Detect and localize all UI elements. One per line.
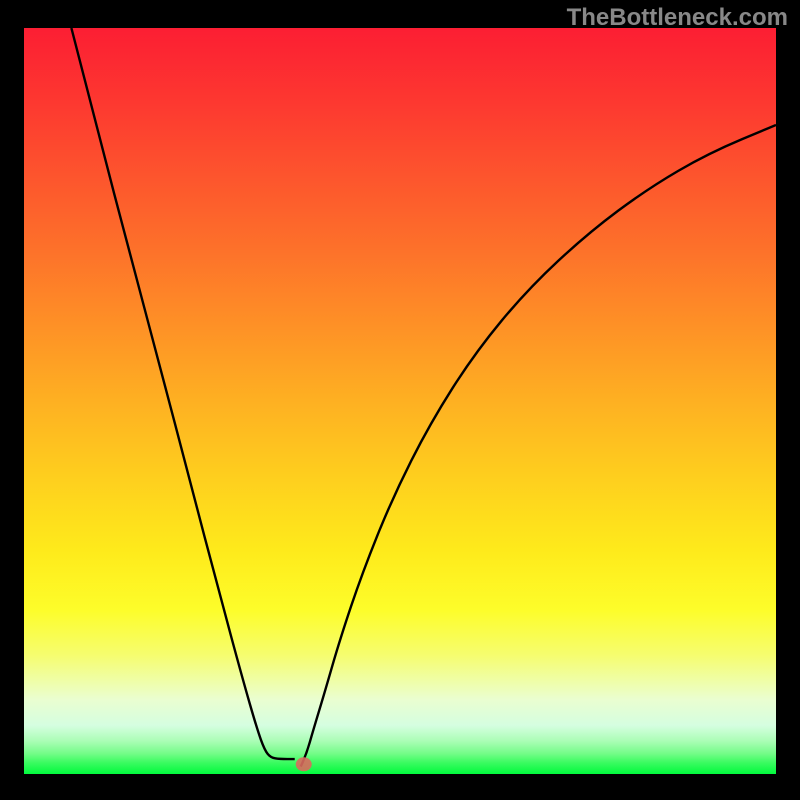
marker-dot: [296, 757, 312, 771]
plot-svg: [24, 28, 776, 774]
plot-area: [24, 28, 776, 774]
chart-container: TheBottleneck.com: [0, 0, 800, 800]
